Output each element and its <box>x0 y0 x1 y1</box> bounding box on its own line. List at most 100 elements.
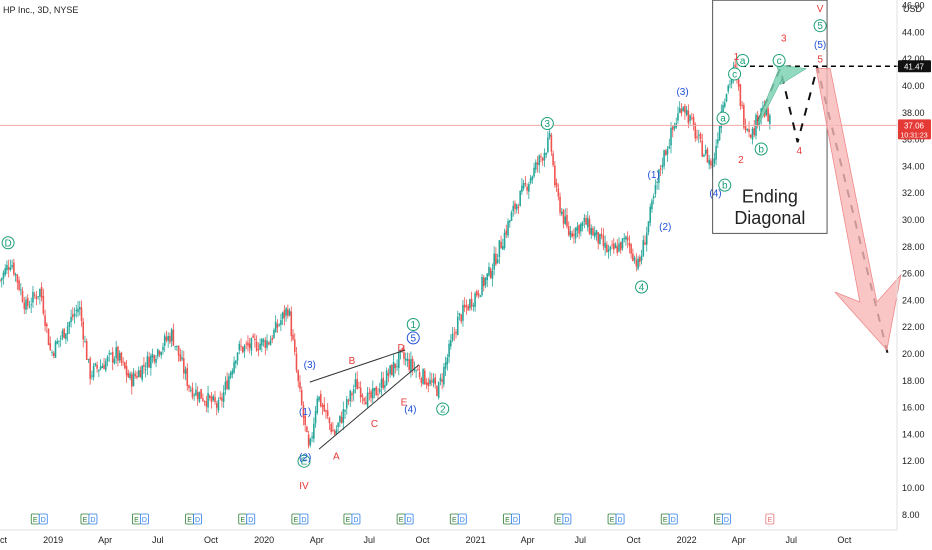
candle-body <box>536 162 539 165</box>
svg-text:b: b <box>758 144 764 155</box>
event-marker[interactable]: D <box>511 513 520 525</box>
event-marker[interactable]: E <box>30 513 40 525</box>
svg-text:5: 5 <box>410 333 416 344</box>
candle-body <box>39 288 41 297</box>
candle-body <box>56 341 59 344</box>
svg-text:B: B <box>349 356 356 367</box>
candle-body <box>410 359 412 372</box>
candle-body <box>80 307 83 321</box>
event-marker[interactable]: D <box>457 513 467 525</box>
candle-body <box>18 280 20 290</box>
candle-body <box>283 310 286 318</box>
event-marker[interactable]: D <box>615 513 625 525</box>
svg-text:E: E <box>401 398 408 409</box>
candle-body <box>351 393 353 396</box>
event-marker[interactable]: D <box>562 513 572 525</box>
candle-body <box>557 188 560 197</box>
wave-label: 3 <box>540 117 554 131</box>
candle-body <box>368 393 371 394</box>
wave-label: 5 <box>817 55 823 66</box>
event-marker[interactable]: E <box>238 513 248 525</box>
candle-body <box>462 305 464 321</box>
event-marker[interactable]: D <box>722 513 731 525</box>
candle-body <box>612 243 615 250</box>
event-marker[interactable]: D <box>88 513 98 525</box>
candle-body <box>373 388 376 391</box>
event-marker[interactable]: D <box>38 513 48 525</box>
wave-label: C <box>371 419 378 430</box>
candle-body <box>571 233 573 237</box>
event-marker[interactable]: E <box>554 513 564 525</box>
event-marker[interactable]: E <box>185 513 194 525</box>
event-marker[interactable]: E <box>80 513 90 525</box>
candle-body <box>500 241 502 249</box>
event-marker[interactable]: D <box>404 513 414 525</box>
price-tick: 14.00 <box>902 429 925 439</box>
candle-body <box>609 246 612 251</box>
svg-text:b: b <box>722 181 728 192</box>
candle-body <box>451 334 454 341</box>
event-marker[interactable]: D <box>139 513 149 525</box>
candle-body <box>637 258 639 269</box>
svg-text:(2): (2) <box>659 222 671 233</box>
candle-body <box>678 107 681 113</box>
candle-body <box>548 132 551 137</box>
wave-label: D <box>397 343 404 354</box>
candle-body <box>4 268 7 275</box>
candle-body <box>325 410 327 412</box>
time-tick: Oct <box>0 535 7 545</box>
svg-text:1: 1 <box>734 52 740 63</box>
candle-body <box>443 367 445 385</box>
candle-body <box>209 395 211 399</box>
candle-body <box>377 393 379 395</box>
event-marker[interactable]: E <box>765 513 775 525</box>
candle-body <box>66 326 69 335</box>
wave-label: B <box>349 356 356 367</box>
candle-body <box>155 358 157 363</box>
event-marker[interactable]: D <box>351 513 361 525</box>
event-marker[interactable]: D <box>246 513 256 525</box>
candle-body <box>13 262 15 275</box>
candle-body <box>434 377 437 385</box>
candle-body <box>314 411 317 424</box>
candle-body <box>321 404 324 408</box>
event-marker[interactable]: E <box>343 513 353 525</box>
candle-body <box>507 221 509 236</box>
candle-body <box>404 358 407 361</box>
candle-body <box>248 343 251 348</box>
candle-body <box>514 203 516 209</box>
svg-text:(5): (5) <box>814 40 826 51</box>
event-marker[interactable]: E <box>291 513 301 525</box>
event-marker[interactable]: D <box>299 513 309 525</box>
event-marker[interactable]: E <box>660 513 670 525</box>
candle-body <box>371 388 374 399</box>
event-marker[interactable]: E <box>131 513 141 525</box>
event-marker[interactable]: E <box>449 513 459 525</box>
wave-label: D <box>1 236 15 250</box>
candle-body <box>769 115 771 124</box>
candle-body <box>474 293 476 308</box>
candle-body <box>255 341 258 351</box>
candle-body <box>217 399 220 411</box>
candle-body <box>554 165 556 185</box>
candle-body <box>293 339 296 353</box>
candle-body <box>505 230 508 235</box>
event-marker[interactable]: D <box>193 513 202 525</box>
svg-text:E: E <box>240 517 245 524</box>
time-axis[interactable]: Oct 2019 Apr Jul Oct 2020 Apr Jul Oct 2021 Apr Jul O… <box>0 529 897 545</box>
candle-body <box>512 205 515 212</box>
candle-body <box>597 232 599 244</box>
candle-body <box>607 249 610 252</box>
price-axis[interactable]: 46.00 44.00 42.00 40.00 38.00 36.00 34.00 32.00… <box>896 0 931 530</box>
candle-body <box>366 392 369 407</box>
event-marker[interactable]: E <box>396 513 406 525</box>
event-marker[interactable]: E <box>503 513 512 525</box>
wave-label: (2) <box>299 453 311 464</box>
event-marker[interactable]: D <box>668 513 678 525</box>
price-tick: 40.00 <box>902 81 925 91</box>
event-marker[interactable]: E <box>607 513 617 525</box>
candle-body <box>285 308 287 316</box>
event-marker[interactable]: E <box>714 513 723 525</box>
candle-body <box>46 323 48 327</box>
